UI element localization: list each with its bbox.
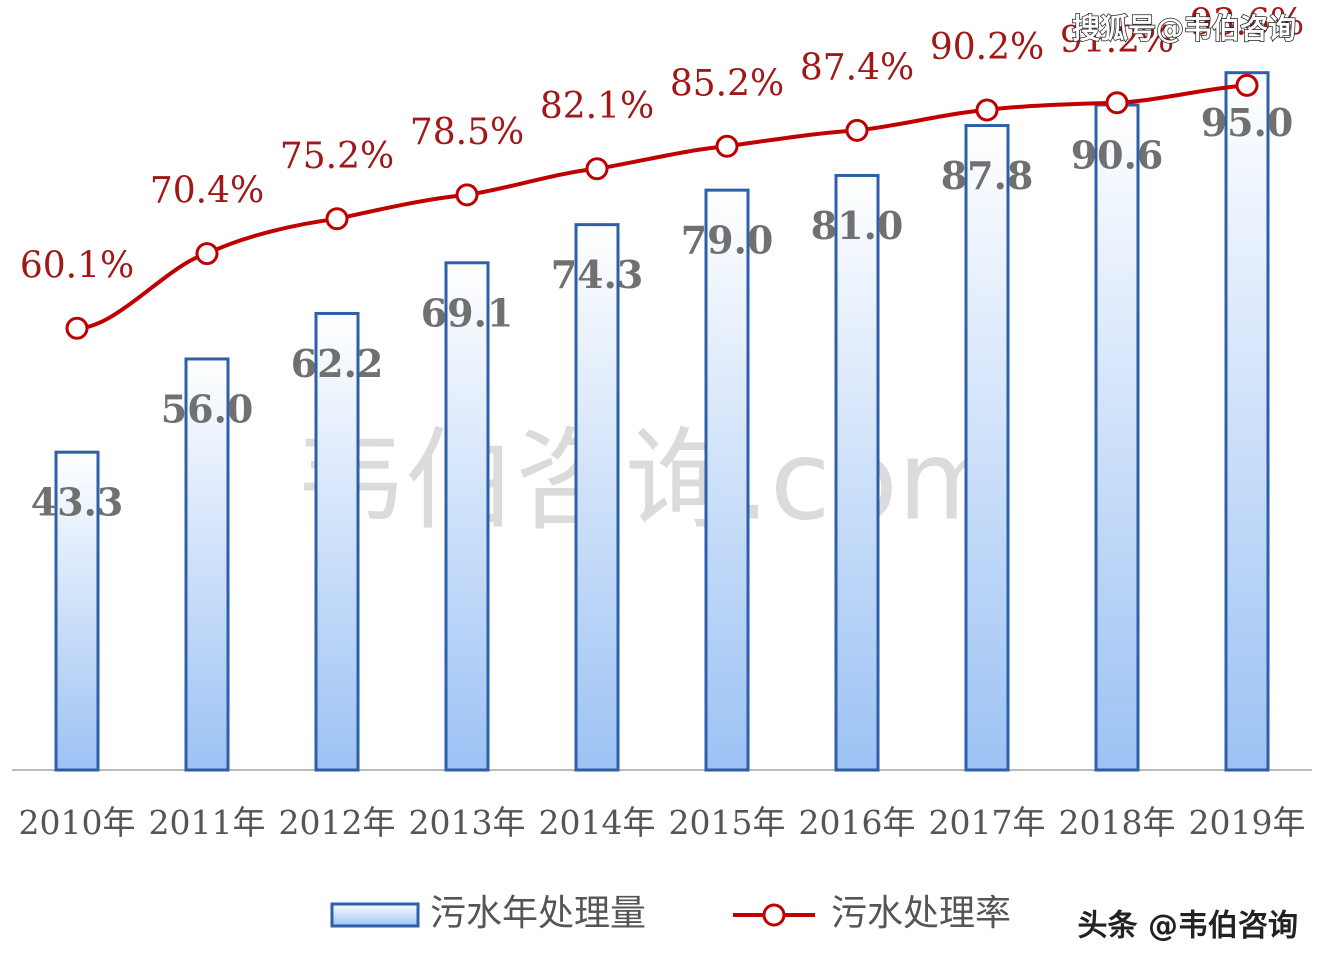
bar-label: 81.0 bbox=[811, 203, 904, 248]
bar-label: 62.2 bbox=[291, 341, 384, 386]
bar bbox=[54, 450, 100, 772]
bar-label: 74.3 bbox=[551, 252, 644, 297]
line-point bbox=[325, 207, 349, 231]
line-point bbox=[975, 98, 999, 122]
line-point bbox=[65, 316, 89, 340]
line-label: 85.2% bbox=[670, 63, 784, 104]
bar-label: 79.0 bbox=[681, 218, 774, 263]
legend-label: 污水处理率 bbox=[831, 893, 1011, 934]
x-tick-label: 2017年 bbox=[929, 803, 1046, 842]
x-tick-label: 2013年 bbox=[409, 803, 526, 842]
bar bbox=[1094, 103, 1140, 772]
x-tick-label: 2019年 bbox=[1189, 803, 1306, 842]
line-point bbox=[195, 242, 219, 266]
legend-swatch bbox=[330, 902, 420, 928]
line-point bbox=[1105, 91, 1129, 115]
legend-swatch bbox=[762, 903, 786, 927]
bar bbox=[444, 261, 490, 772]
line-point bbox=[585, 157, 609, 181]
watermark: 头条 @韦伯咨询 bbox=[1078, 909, 1298, 944]
line-point bbox=[715, 134, 739, 158]
legend-label: 污水年处理量 bbox=[430, 893, 646, 934]
bar bbox=[574, 223, 620, 772]
line-label: 70.4% bbox=[150, 171, 264, 212]
bar-label: 87.8 bbox=[941, 153, 1034, 198]
line-label: 82.1% bbox=[540, 86, 654, 127]
x-tick-label: 2010年 bbox=[19, 803, 136, 842]
line-point bbox=[1235, 73, 1259, 97]
line-label: 60.1% bbox=[20, 245, 134, 286]
x-tick-label: 2014年 bbox=[539, 803, 656, 842]
line bbox=[76, 83, 1248, 331]
bar bbox=[184, 357, 230, 772]
watermark: 韦伯咨询.com bbox=[295, 416, 1005, 544]
line-label: 93.6% bbox=[1190, 2, 1304, 43]
bar-label: 56.0 bbox=[161, 386, 254, 431]
line-label: 78.5% bbox=[410, 112, 524, 153]
bar bbox=[314, 311, 360, 772]
line-label: 75.2% bbox=[280, 136, 394, 177]
bar-label: 69.1 bbox=[421, 290, 514, 335]
bar bbox=[834, 173, 880, 772]
bar bbox=[964, 124, 1010, 772]
bar-label: 43.3 bbox=[31, 480, 124, 525]
x-tick-label: 2015年 bbox=[669, 803, 786, 842]
x-tick-label: 2011年 bbox=[149, 803, 266, 842]
line-point bbox=[845, 118, 869, 142]
bar bbox=[1224, 71, 1270, 772]
x-tick-label: 2016年 bbox=[799, 803, 916, 842]
bar bbox=[704, 188, 750, 772]
x-tick-label: 2012年 bbox=[279, 803, 396, 842]
line-label: 87.4% bbox=[800, 47, 914, 88]
watermark: 搜狐号@韦伯咨询 bbox=[1072, 12, 1296, 45]
line-label: 91.2% bbox=[1060, 20, 1174, 61]
line-point bbox=[455, 183, 479, 207]
bar-label: 95.0 bbox=[1201, 100, 1294, 145]
x-tick-label: 2018年 bbox=[1059, 803, 1176, 842]
bar-label: 90.6 bbox=[1071, 132, 1164, 177]
line-label: 90.2% bbox=[930, 27, 1044, 68]
